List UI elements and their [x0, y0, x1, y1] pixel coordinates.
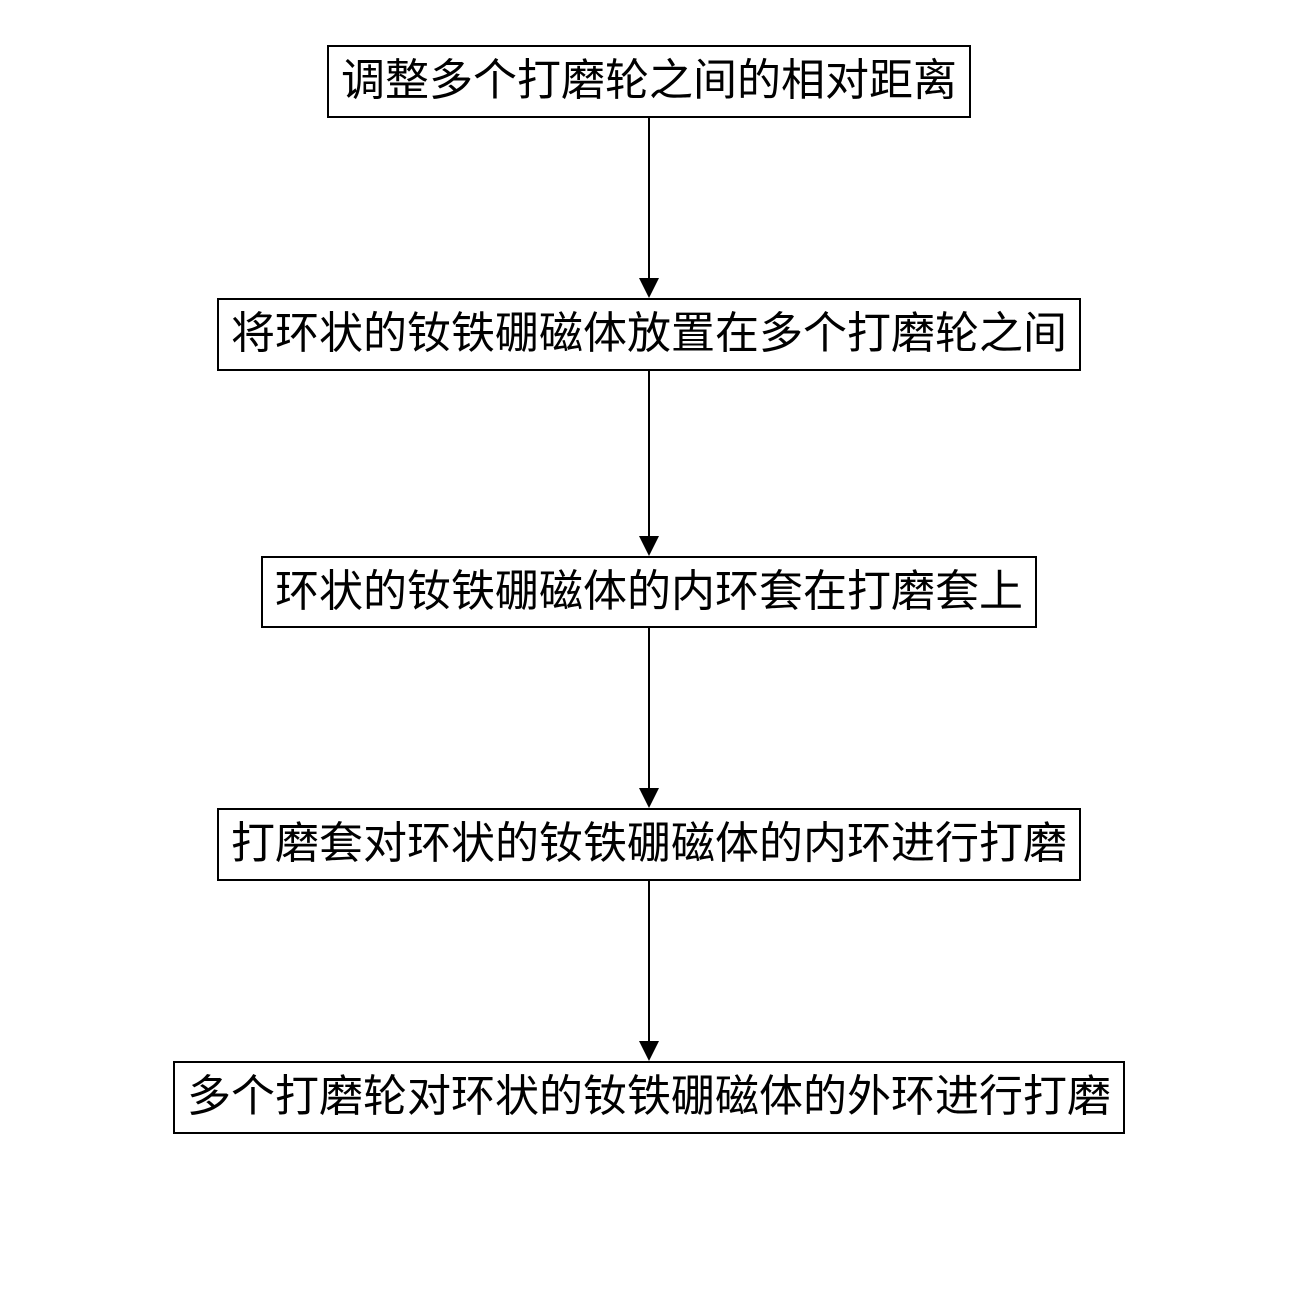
arrow-line: [648, 628, 650, 788]
flowchart-arrow-4: [639, 881, 659, 1061]
arrow-line: [648, 118, 650, 278]
flowchart-arrow-1: [639, 118, 659, 298]
flowchart-arrow-2: [639, 371, 659, 556]
flowchart-step-5: 多个打磨轮对环状的钕铁硼磁体的外环进行打磨: [173, 1061, 1125, 1134]
arrow-head-icon: [639, 536, 659, 556]
arrow-line: [648, 881, 650, 1041]
flowchart-step-2: 将环状的钕铁硼磁体放置在多个打磨轮之间: [217, 298, 1081, 371]
arrow-head-icon: [639, 1041, 659, 1061]
flowchart-container: 调整多个打磨轮之间的相对距离 将环状的钕铁硼磁体放置在多个打磨轮之间 环状的钕铁…: [0, 0, 1298, 1134]
arrow-line: [648, 371, 650, 536]
arrow-head-icon: [639, 278, 659, 298]
arrow-head-icon: [639, 788, 659, 808]
flowchart-arrow-3: [639, 628, 659, 808]
flowchart-step-4: 打磨套对环状的钕铁硼磁体的内环进行打磨: [217, 808, 1081, 881]
flowchart-step-3: 环状的钕铁硼磁体的内环套在打磨套上: [261, 556, 1037, 629]
flowchart-step-1: 调整多个打磨轮之间的相对距离: [327, 45, 971, 118]
